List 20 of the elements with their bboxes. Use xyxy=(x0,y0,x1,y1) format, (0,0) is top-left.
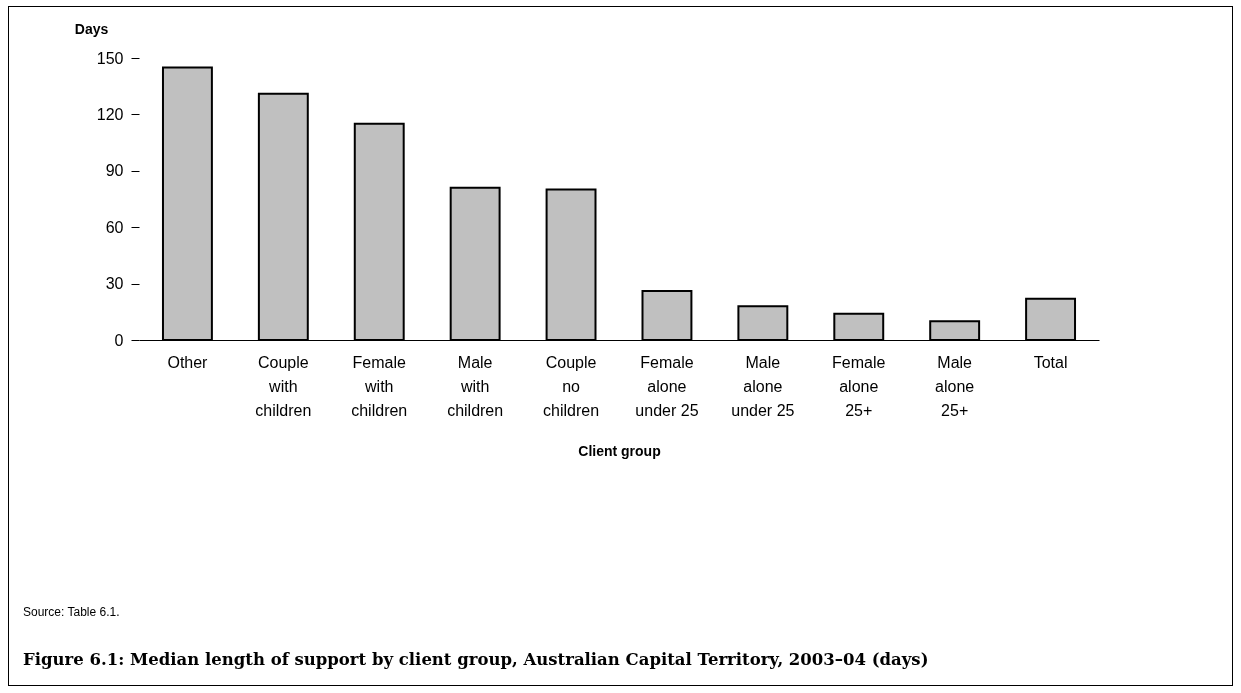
x-tick-label: Female alone under 25 xyxy=(635,353,699,419)
text: Figure 6.1: Median length of support by client group, Australian Capital Territory, 2003–04 (days) xyxy=(23,650,929,669)
y-tick-label: 30 xyxy=(105,275,124,293)
y-tick-label: 0 xyxy=(114,331,124,349)
x-tick-label: Couple with children xyxy=(255,353,312,419)
x-tick-label: Other xyxy=(167,353,209,371)
y-tick-label: 150 xyxy=(96,49,124,67)
x-axis-title: Client group xyxy=(578,442,661,459)
y-axis-title: Days xyxy=(74,20,109,37)
x-tick-label: Male alone 25+ xyxy=(935,353,975,419)
x-tick-label: Female alone 25+ xyxy=(832,353,886,419)
source-note: Source: Table 6.1. xyxy=(23,605,120,619)
x-tick-label: Male alone under 25 xyxy=(731,353,795,419)
y-tick-label: 120 xyxy=(96,105,124,123)
x-tick-label: Female with children xyxy=(351,353,408,419)
x-tick-label: Couple no children xyxy=(543,353,600,419)
y-tick-label: 90 xyxy=(105,162,124,180)
y-tick-label: 60 xyxy=(105,218,124,236)
x-tick-label: Total xyxy=(1033,353,1068,371)
x-tick-label: Male with children xyxy=(447,353,504,419)
